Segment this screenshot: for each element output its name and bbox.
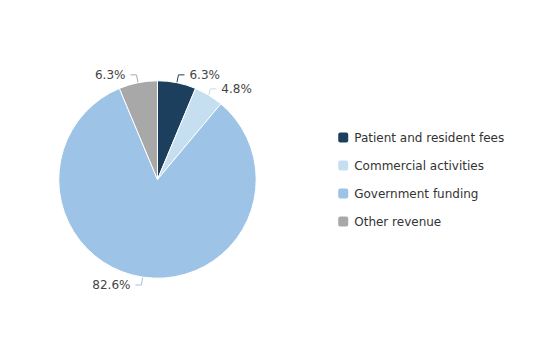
svg-text:Patient and resident fees: Patient and resident fees [354, 131, 504, 145]
svg-text:6.3%: 6.3% [189, 68, 220, 82]
svg-text:Other revenue: Other revenue [354, 215, 441, 229]
svg-text:4.8%: 4.8% [221, 82, 252, 96]
svg-text:82.6%: 82.6% [92, 278, 130, 292]
svg-text:6.3%: 6.3% [95, 68, 126, 82]
svg-text:Government funding: Government funding [354, 187, 478, 201]
svg-text:Commercial activities: Commercial activities [354, 159, 484, 173]
